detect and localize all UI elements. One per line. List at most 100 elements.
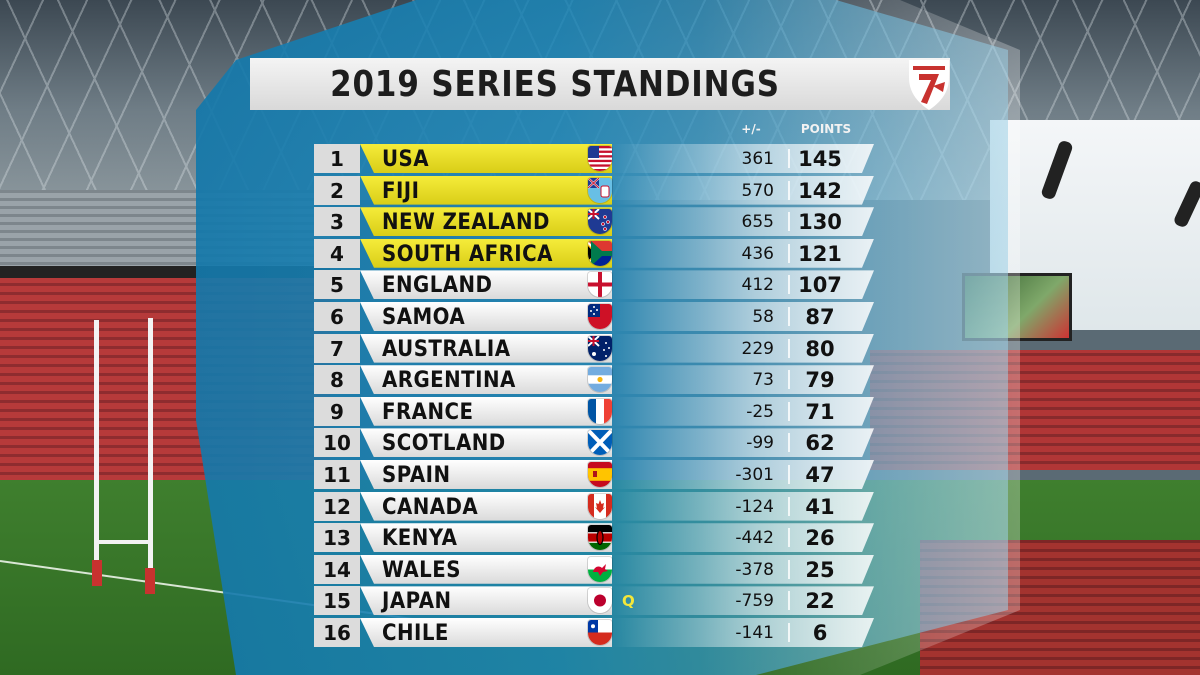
team-cell: FIJI [360, 175, 612, 205]
standings-row: 3 NEW ZEALAND 655 130 [314, 207, 874, 237]
column-divider [788, 528, 790, 548]
column-divider [788, 180, 790, 200]
south-africa-flag-icon [588, 240, 612, 266]
team-cell: SAMOA [360, 302, 612, 331]
team-cell: CHILE [360, 618, 612, 647]
usa-flag-icon [588, 146, 612, 171]
column-divider [788, 465, 790, 484]
standings-row: 7 AUSTRALIA 229 80 [314, 333, 874, 363]
points-total: 80 [805, 336, 835, 361]
standings-row: 1 USA 361 145 [314, 144, 874, 173]
rank-cell: 2 [314, 175, 360, 205]
points-difference: 655 [741, 212, 774, 233]
points-difference: 412 [741, 275, 774, 296]
sevens-series-logo-icon [909, 60, 949, 110]
points-total: 130 [798, 210, 842, 235]
column-divider [788, 275, 790, 295]
column-divider [788, 338, 790, 358]
stats-cell [612, 270, 874, 299]
stats-cell [612, 586, 874, 615]
column-divider [788, 149, 790, 168]
team-name: AUSTRALIA [382, 336, 511, 362]
japan-flag-icon [588, 588, 612, 614]
team-cell: ENGLAND [360, 270, 612, 300]
rank-cell: 6 [314, 302, 360, 331]
diff-column-header: +/- [741, 122, 761, 136]
wales-flag-icon [588, 556, 612, 582]
standings-row: 12 CANADA -124 41 [314, 491, 874, 521]
points-total: 107 [798, 273, 842, 298]
team-name: FIJI [382, 178, 420, 204]
team-name: SAMOA [382, 305, 466, 330]
points-total: 62 [805, 431, 835, 456]
team-name: CHILE [382, 621, 449, 646]
points-total: 142 [798, 178, 842, 203]
standings-row: 16 CHILE -141 6 [314, 618, 874, 647]
rank-cell: 15 [314, 586, 360, 616]
points-total: 121 [798, 241, 842, 266]
points-difference: -301 [735, 465, 774, 485]
spain-flag-icon [588, 462, 612, 487]
post-pad-right [145, 568, 155, 594]
stats-cell [612, 397, 874, 426]
points-total: 41 [805, 494, 835, 519]
points-total: 26 [805, 526, 835, 551]
points-total: 79 [805, 368, 835, 393]
points-difference: 229 [741, 338, 774, 359]
points-difference: 436 [741, 243, 774, 264]
team-cell: WALES [360, 554, 612, 584]
points-total: 6 [812, 621, 828, 645]
column-divider [788, 433, 790, 453]
column-divider [788, 559, 790, 579]
stats-cell [612, 428, 874, 457]
england-flag-icon [588, 272, 612, 298]
rank-cell: 16 [314, 618, 360, 647]
australia-flag-icon [588, 335, 612, 361]
column-divider [788, 623, 790, 642]
qualifier-badge: Q [622, 592, 635, 611]
standings-row: 11 SPAIN -301 47 [314, 460, 874, 489]
points-total: 145 [798, 147, 842, 171]
team-name: USA [382, 147, 430, 172]
rank-cell: 3 [314, 207, 360, 237]
team-cell: CANADA [360, 491, 612, 521]
points-total: 25 [805, 557, 835, 582]
stats-cell [612, 144, 874, 173]
rank-cell: 14 [314, 554, 360, 584]
team-name: SCOTLAND [382, 431, 506, 457]
rank-cell: 5 [314, 270, 360, 300]
column-divider [788, 591, 790, 611]
title-bar: 2019 SERIES STANDINGS [250, 58, 950, 110]
new-zealand-flag-icon [588, 209, 612, 235]
standings-row: 6 SAMOA 58 87 [314, 302, 874, 331]
france-flag-icon [588, 398, 612, 424]
samoa-flag-icon [588, 304, 612, 329]
team-cell: SPAIN [360, 460, 612, 489]
team-name: FRANCE [382, 399, 474, 425]
column-divider [788, 243, 790, 263]
team-name: CANADA [382, 494, 479, 520]
rank-cell: 4 [314, 238, 360, 268]
rank-cell: 10 [314, 428, 360, 458]
stats-cell [612, 523, 874, 552]
standings-row: 9 FRANCE -25 71 [314, 396, 874, 426]
team-cell: ARGENTINA [360, 365, 612, 395]
points-difference: -99 [746, 433, 774, 454]
stats-cell [612, 365, 874, 394]
points-difference: -141 [735, 623, 774, 643]
team-cell: AUSTRALIA [360, 333, 612, 363]
rank-cell: 7 [314, 333, 360, 363]
argentina-flag-icon [588, 367, 612, 393]
canada-flag-icon [588, 493, 612, 519]
standings-row: 5 ENGLAND 412 107 [314, 270, 874, 300]
kenya-flag-icon [588, 525, 612, 551]
team-cell: FRANCE [360, 396, 612, 426]
team-cell: JAPAN [360, 586, 612, 616]
stats-cell [612, 207, 874, 236]
goal-post-left [94, 320, 99, 580]
goal-post-right [148, 318, 153, 593]
team-name: JAPAN [382, 589, 452, 615]
points-total: 71 [805, 399, 835, 424]
team-cell: KENYA [360, 523, 612, 553]
stats-cell [612, 334, 874, 363]
